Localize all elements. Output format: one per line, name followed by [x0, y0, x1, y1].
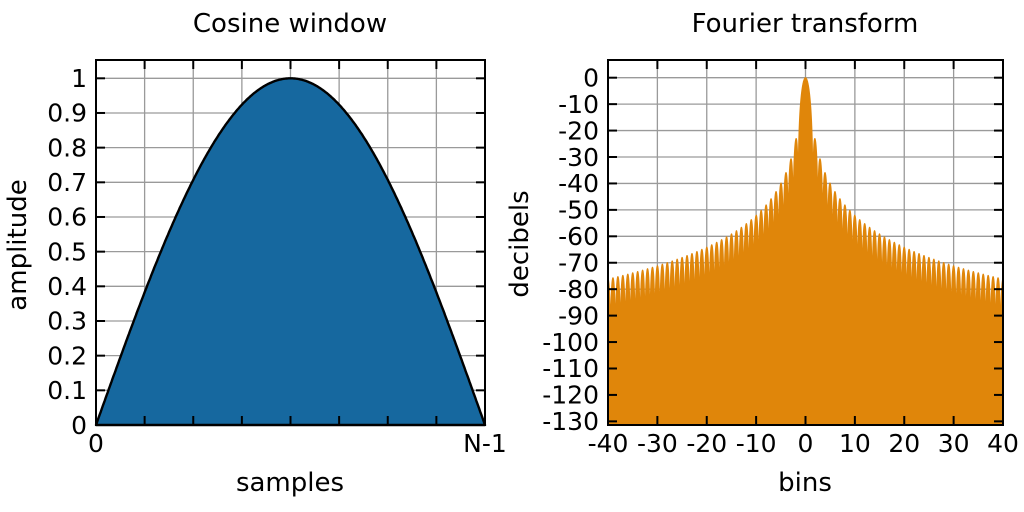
x-tick-label: 40 [987, 429, 1019, 458]
fourier-transform-area [607, 77, 1004, 426]
y-tick-label: -70 [558, 248, 599, 277]
y-tick-label: -100 [542, 328, 599, 357]
x-tick-label: -40 [588, 429, 629, 458]
x-tick-label: N-1 [463, 429, 507, 458]
x-tick-label: 10 [839, 429, 871, 458]
x-tick-label: -10 [736, 429, 777, 458]
samples-axis-label: samples [236, 468, 344, 498]
y-tick-label: -90 [558, 301, 599, 330]
y-tick-label: 0.5 [47, 237, 87, 266]
y-tick-label: -20 [558, 116, 599, 145]
decibels-axis-label: decibels [505, 190, 535, 297]
fourier-transform-chart: Fourier transform decibels bins 0-10-20-… [505, 9, 1019, 498]
y-tick-label: -120 [542, 381, 599, 410]
x-tick-label: 20 [888, 429, 920, 458]
x-tick-label: 30 [938, 429, 970, 458]
y-tick-label: -80 [558, 275, 599, 304]
y-tick-label: 0 [71, 411, 87, 440]
cosine-window-title: Cosine window [193, 9, 387, 39]
y-tick-label: 0.3 [47, 307, 87, 336]
y-tick-label: -130 [542, 407, 599, 436]
y-tick-label: -40 [558, 169, 599, 198]
cosine-window-chart: Cosine window amplitude samples 00.10.20… [3, 9, 507, 498]
y-tick-label: 0.2 [47, 341, 87, 370]
y-tick-label: 0.7 [47, 168, 87, 197]
y-tick-label: 0.9 [47, 99, 87, 128]
amplitude-axis-label: amplitude [3, 179, 33, 310]
y-tick-label: -30 [558, 143, 599, 172]
y-tick-label: 0.8 [47, 133, 87, 162]
bins-axis-label: bins [778, 468, 832, 498]
fourier-transform-title: Fourier transform [692, 9, 919, 39]
cosine-window-area [94, 77, 487, 427]
y-tick-label: 0 [583, 63, 599, 92]
y-tick-label: 0.6 [47, 203, 87, 232]
x-tick-label: 0 [88, 429, 104, 458]
cosine-window-plot-area: 00.10.20.30.40.50.60.70.80.910 N-1 [47, 59, 507, 458]
x-tick-label: -30 [637, 429, 678, 458]
y-tick-label: 0.4 [47, 272, 87, 301]
x-tick-label: 0 [798, 429, 814, 458]
x-tick-label: -20 [686, 429, 727, 458]
y-tick-label: -10 [558, 90, 599, 119]
y-tick-label: 1 [71, 64, 87, 93]
y-tick-label: -60 [558, 222, 599, 251]
y-tick-label: -110 [542, 354, 599, 383]
y-tick-label: -50 [558, 196, 599, 225]
y-tick-label: 0.1 [47, 376, 87, 405]
fourier-transform-plot-area: 0-10-20-30-40-50-60-70-80-90-100-110-120… [542, 59, 1019, 458]
